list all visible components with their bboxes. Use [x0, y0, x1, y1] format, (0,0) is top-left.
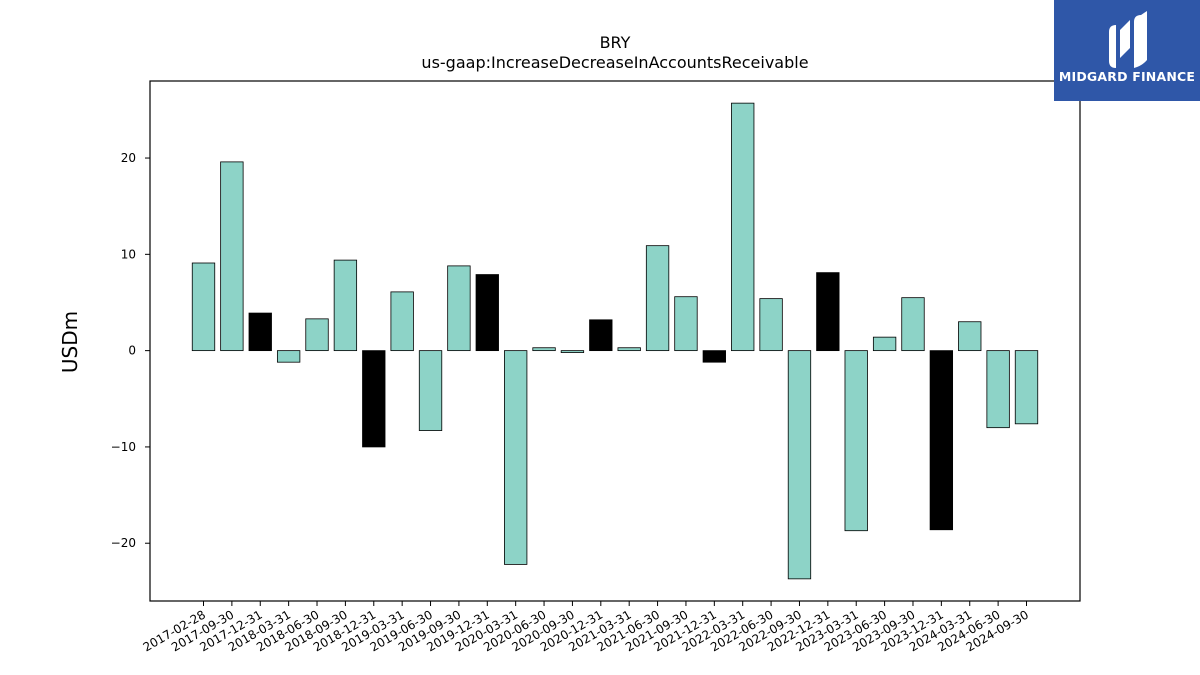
bar-2023-06-30 [872, 336, 897, 352]
bar-2021-09-30 [674, 296, 698, 352]
bar-2018-12-31 [362, 350, 386, 448]
logo-mark-icon [1109, 11, 1147, 68]
bar-2023-12-31 [929, 350, 954, 531]
bar-2019-03-31 [390, 291, 414, 352]
bar-2022-03-31 [731, 102, 755, 352]
logo-text: MIDGARD FINANCE [1058, 69, 1196, 84]
bar-2018-09-30 [333, 259, 358, 352]
bar-2020-12-31 [589, 319, 613, 352]
y-tick-label: 20 [121, 151, 136, 165]
y-tick-label: 10 [121, 247, 136, 261]
plot-frame [149, 80, 1081, 602]
bar-2021-12-31 [702, 350, 726, 363]
bar-2018-03-31 [276, 350, 301, 363]
y-tick-label: −20 [111, 536, 136, 550]
bar-2024-06-30 [986, 350, 1010, 429]
y-tick-label: 0 [128, 344, 136, 358]
bar-2020-03-31 [504, 350, 528, 565]
bar-2018-06-30 [305, 318, 329, 352]
bar-2017-02-28 [191, 262, 216, 352]
bar-2024-09-30 [1014, 350, 1039, 425]
bar-2023-09-30 [901, 297, 925, 352]
bar-2019-06-30 [418, 350, 443, 431]
chart-title: BRY [599, 33, 631, 52]
bar-2022-12-31 [816, 272, 840, 352]
bar-2017-09-30 [220, 161, 244, 352]
axes-group: −20−10010202017-02-282017-09-302017-12-3… [111, 80, 1081, 654]
bar-2022-09-30 [787, 350, 812, 580]
brand-logo: MIDGARD FINANCE [1054, 0, 1200, 101]
chart-subtitle: us-gaap:IncreaseDecreaseInAccountsReceiv… [421, 53, 809, 72]
bar-2020-09-30 [560, 350, 585, 353]
bar-2020-06-30 [532, 347, 556, 352]
bar-2019-09-30 [447, 265, 471, 352]
bar-2021-06-30 [645, 245, 670, 352]
bar-2019-12-31 [475, 274, 499, 352]
y-tick-label: −10 [111, 440, 136, 454]
bar-2017-12-31 [248, 312, 272, 352]
bar-2022-06-30 [759, 298, 783, 352]
bars-group [191, 102, 1039, 580]
bar-2021-03-31 [617, 347, 641, 352]
bar-2023-03-31 [844, 350, 868, 532]
bar-2024-03-31 [958, 321, 982, 352]
